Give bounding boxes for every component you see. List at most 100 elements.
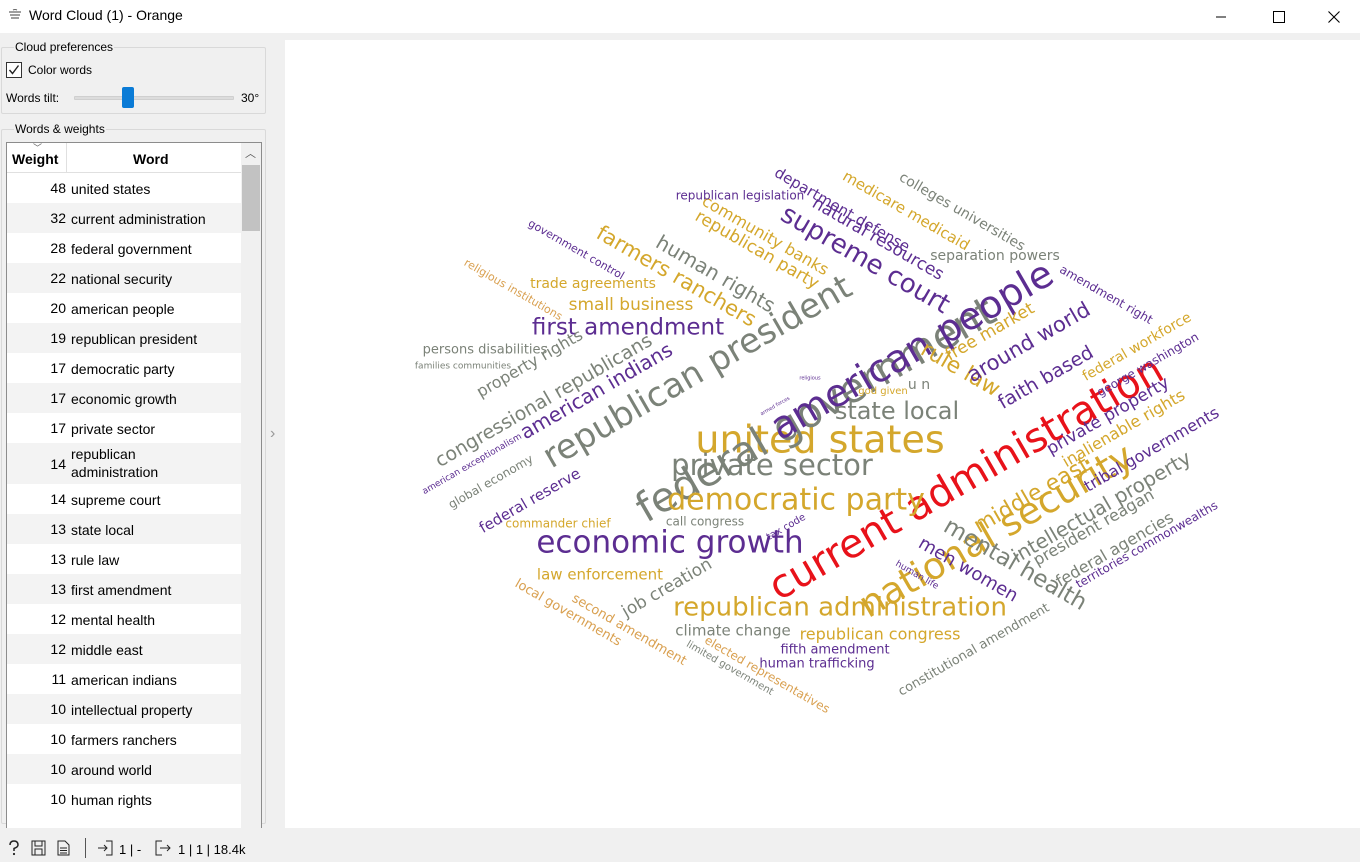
scroll-up-icon[interactable]: ︿ — [245, 148, 256, 160]
weight-cell: 14 — [50, 491, 66, 507]
cloud-word[interactable]: commander chief — [505, 517, 611, 531]
table-row[interactable]: 14 supreme court — [7, 484, 241, 514]
cloud-word[interactable]: united states — [695, 418, 944, 462]
cloud-word[interactable]: trade agreements — [530, 276, 656, 292]
word-cell: first amendment — [71, 582, 172, 598]
sort-indicator-icon: ﹀ — [33, 143, 43, 153]
weight-cell: 12 — [50, 641, 66, 657]
word-cell: current administration — [71, 211, 206, 227]
weight-cell: 20 — [50, 300, 66, 316]
table-row[interactable]: 14 republican administration — [7, 443, 241, 484]
word-cell: supreme court — [71, 492, 161, 508]
close-button[interactable] — [1308, 0, 1360, 33]
orange-app-icon — [9, 9, 21, 19]
weight-cell: 10 — [50, 791, 66, 807]
table-row[interactable]: 12 mental health — [7, 604, 241, 634]
cloud-word[interactable]: democratic party — [667, 483, 925, 518]
table-row[interactable]: 20 american people — [7, 293, 241, 323]
word-cell: human rights — [71, 792, 152, 808]
words-weights-title: Words & weights — [14, 122, 106, 136]
input-count: 1 | - — [119, 842, 142, 857]
table-row[interactable]: 13 state local — [7, 514, 241, 544]
word-cell: middle east — [71, 642, 143, 658]
minimize-button[interactable] — [1192, 0, 1250, 33]
cloud-word[interactable]: call congress — [666, 515, 744, 529]
weight-cell: 17 — [50, 420, 66, 436]
weight-cell: 13 — [50, 551, 66, 567]
weight-cell: 10 — [50, 761, 66, 777]
weight-cell: 17 — [50, 390, 66, 406]
cloud-word[interactable]: persons disabilities — [423, 343, 548, 358]
table-row[interactable]: 17 democratic party — [7, 353, 241, 383]
table-row[interactable]: 10 around world — [7, 754, 241, 784]
report-icon[interactable] — [57, 840, 70, 856]
table-row[interactable]: 19 republican president — [7, 323, 241, 353]
word-cloud-canvas: united states current administration feder… — [285, 40, 1360, 828]
close-icon — [1328, 10, 1340, 23]
scroll-thumb[interactable] — [242, 165, 260, 231]
cloud-word[interactable]: religious — [799, 376, 821, 382]
table-row[interactable]: 17 economic growth — [7, 383, 241, 413]
cloud-word[interactable]: u n — [908, 377, 930, 393]
cloud-word[interactable]: climate change — [675, 622, 790, 640]
weight-cell: 28 — [50, 240, 66, 256]
cloud-word[interactable]: human trafficking — [759, 657, 874, 672]
word-cell: mental health — [71, 612, 156, 628]
table-row[interactable]: 13 first amendment — [7, 574, 241, 604]
cloud-word[interactable]: law enforcement — [537, 566, 663, 584]
words-tilt-slider[interactable] — [74, 96, 234, 100]
collapse-panel-icon[interactable]: › — [270, 425, 276, 442]
header-divider — [66, 143, 67, 173]
word-cell: economic growth — [71, 391, 177, 407]
table-row[interactable]: 48 united states — [7, 173, 241, 203]
output-count: 1 | 1 | 18.4k — [178, 842, 246, 857]
table-row[interactable]: 12 middle east — [7, 634, 241, 664]
word-cell: republican administration — [71, 446, 159, 480]
cloud-word[interactable]: separation powers — [930, 248, 1060, 264]
table-row[interactable]: 10 human rights — [7, 784, 241, 814]
word-cell: rule law — [71, 552, 120, 568]
cloud-word[interactable]: families communities — [415, 362, 512, 372]
weight-cell: 10 — [50, 731, 66, 747]
weight-cell: 19 — [50, 330, 66, 346]
cloud-word[interactable]: economic growth — [536, 525, 803, 561]
table-row[interactable]: 13 rule law — [7, 544, 241, 574]
cloud-word[interactable]: small business — [569, 295, 694, 315]
cloud-word[interactable]: republican congress — [800, 625, 961, 644]
table-row[interactable]: 17 private sector — [7, 413, 241, 443]
color-words-checkbox[interactable] — [6, 62, 22, 78]
words-tilt-slider-handle[interactable] — [122, 87, 134, 108]
maximize-button[interactable] — [1250, 0, 1308, 33]
checkmark-icon — [8, 65, 20, 75]
cloud-word[interactable]: private sector — [671, 448, 873, 482]
table-row[interactable]: 11 american indians — [7, 664, 241, 694]
word-cell: farmers ranchers — [71, 732, 177, 748]
status-bar: 1 | - 1 | 1 | 18.4k — [0, 828, 1360, 862]
help-icon[interactable] — [7, 840, 21, 856]
cloud-word[interactable]: republican legislation — [676, 189, 805, 203]
weight-cell: 13 — [50, 581, 66, 597]
minimize-icon — [1216, 16, 1226, 17]
weight-cell: 14 — [50, 456, 66, 472]
table-row[interactable]: 22 national security — [7, 263, 241, 293]
word-column-header[interactable]: Word — [133, 151, 169, 167]
table-row[interactable]: 10 farmers ranchers — [7, 724, 241, 754]
weight-cell: 32 — [50, 210, 66, 226]
cloud-word[interactable]: god given — [858, 386, 908, 397]
words-weights-table: ﹀ Weight Word 48 united states 32 current a… — [6, 142, 262, 851]
save-icon[interactable] — [31, 840, 46, 856]
table-body: 48 united states 32 current administration 2… — [7, 173, 241, 814]
cloud-word[interactable]: fifth amendment — [780, 643, 889, 658]
table-row[interactable]: 10 intellectual property — [7, 694, 241, 724]
word-cell: around world — [71, 762, 152, 778]
cloud-preferences-title: Cloud preferences — [14, 40, 115, 54]
weight-cell: 11 — [51, 671, 66, 687]
table-scrollbar[interactable]: ︿ ﹀ — [241, 143, 261, 850]
table-row[interactable]: 28 federal government — [7, 233, 241, 263]
cloud-word[interactable]: state local — [835, 397, 959, 425]
cloud-word[interactable]: first amendment — [532, 315, 724, 341]
weight-column-header[interactable]: Weight — [12, 151, 59, 167]
table-row[interactable]: 32 current administration — [7, 203, 241, 233]
word-cell: state local — [71, 522, 135, 538]
cloud-word[interactable]: republican administration — [673, 593, 1007, 623]
